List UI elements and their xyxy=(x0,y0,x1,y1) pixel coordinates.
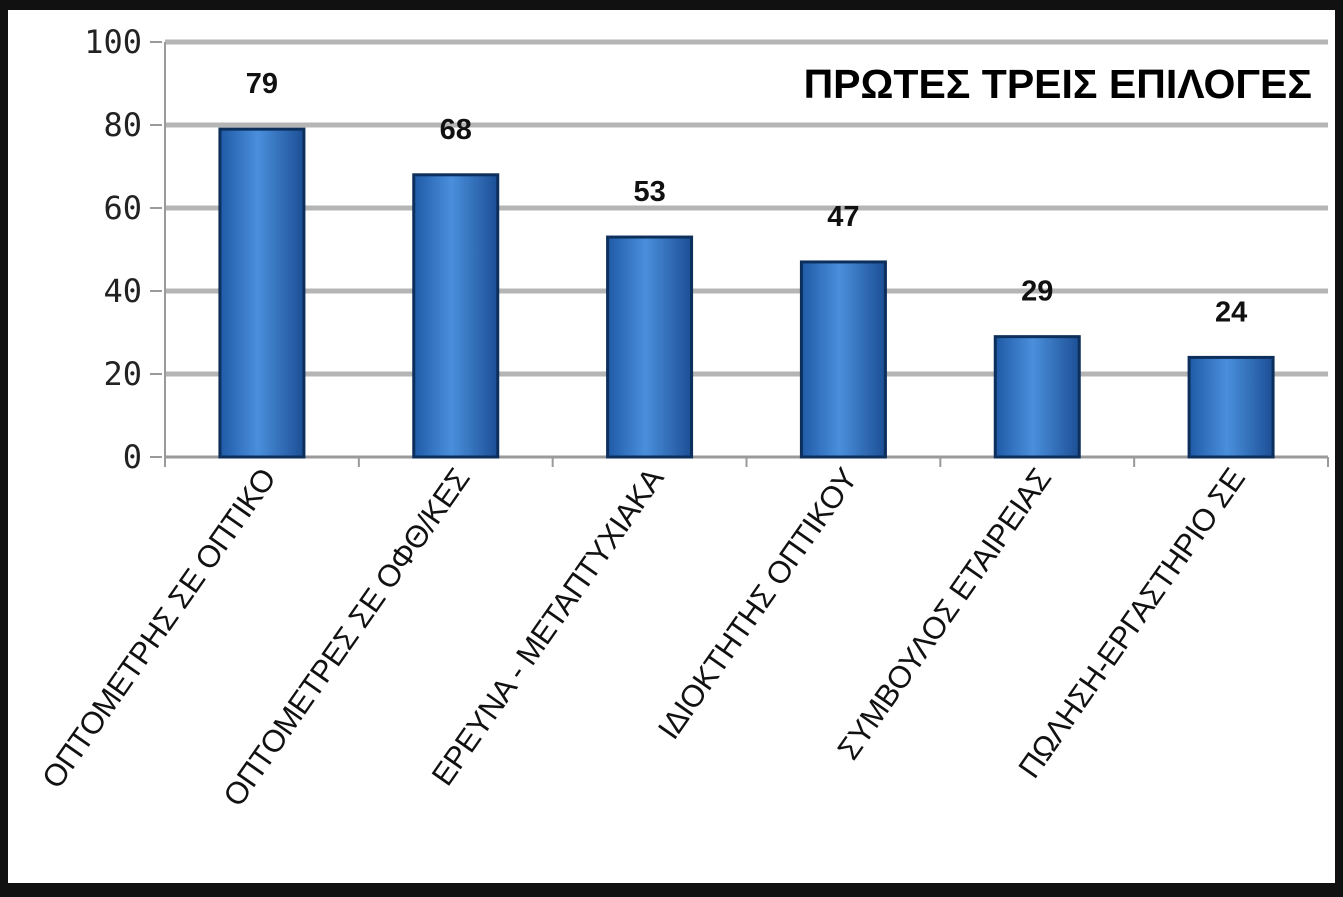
y-tick-label: 80 xyxy=(103,106,142,144)
data-label-6: 24 xyxy=(1215,296,1247,328)
x-category-label-1: ΟΠΤΟΜΕΤΡΗΣ ΣΕ ΟΠΤΙΚΟ xyxy=(35,462,283,795)
bar-1 xyxy=(218,127,306,459)
y-tick-label: 20 xyxy=(103,355,142,393)
data-label-4: 47 xyxy=(827,201,859,233)
y-tick-label: 40 xyxy=(103,272,142,310)
x-category-label-5: ΣΥΜΒΟΥΛΟΣ ΕΤΑΙΡΕΙΑΣ xyxy=(830,462,1058,766)
data-label-2: 68 xyxy=(440,114,472,146)
axes xyxy=(164,42,1329,467)
gridlines xyxy=(165,39,1328,377)
chart-title: ΠΡΩΤΕΣ ΤΡΕΙΣ ΕΠΙΛΟΓΕΣ xyxy=(804,61,1312,107)
y-tick-label: 60 xyxy=(103,189,142,227)
bar-3 xyxy=(606,235,694,459)
y-axis-ticks: 0 20 40 60 80 100 xyxy=(84,23,162,476)
x-category-label-6: ΠΩΛΗΣΗ-ΕΡΓΑΣΤΗΡΙΟ ΣΕ xyxy=(1011,462,1251,784)
x-category-label-3: ΕΡΕΥΝΑ - ΜΕΤΑΠΤΥΧΙΑΚΑ xyxy=(425,461,671,792)
bar-2 xyxy=(412,173,500,459)
data-label-1: 79 xyxy=(246,68,278,100)
bar-4 xyxy=(799,260,887,459)
data-labels: 79 68 53 47 29 24 xyxy=(246,68,1247,328)
data-label-3: 53 xyxy=(633,176,665,208)
bars xyxy=(218,127,1275,459)
y-tick-label: 0 xyxy=(123,438,142,476)
y-tick-label: 100 xyxy=(84,23,142,61)
bar-5 xyxy=(993,335,1081,459)
data-label-5: 29 xyxy=(1021,276,1053,308)
bar-6 xyxy=(1187,355,1275,459)
x-category-label-4: ΙΔΙΟΚΤΗΤΗΣ ΟΠΤΙΚΟΥ xyxy=(651,462,864,746)
